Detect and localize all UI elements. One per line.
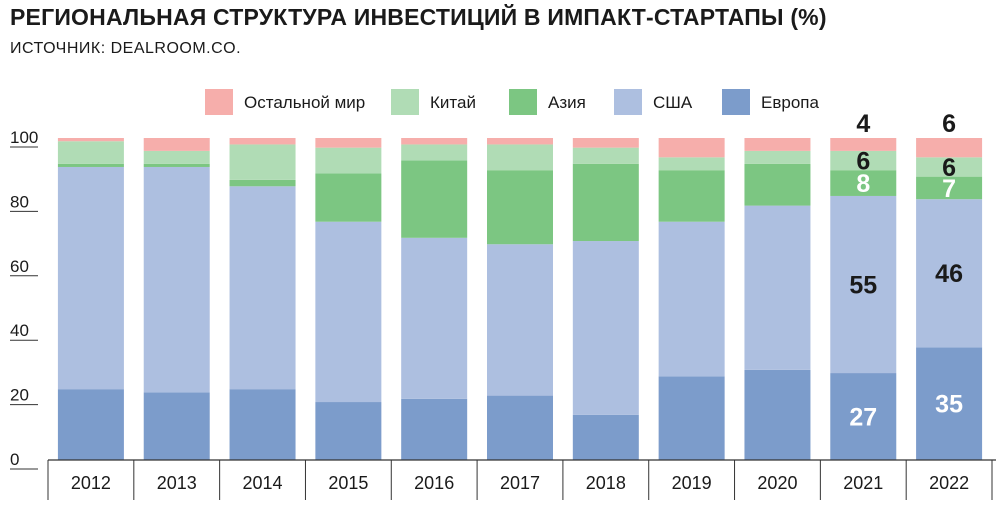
bar-europe-2017 [487,395,553,460]
x-tick-label: 2022 [929,473,969,493]
x-tick-label: 2012 [71,473,111,493]
bar-asia-2016 [401,160,468,238]
legend-swatch-europe [722,89,750,115]
bar-china-2021 [830,150,897,171]
bar-china-2022 [916,157,983,177]
data-label-usa-2022: 46 [935,260,963,288]
bar-europe-2015 [315,402,382,460]
bar-usa-2017 [487,244,553,396]
bar-asia-2017 [487,170,553,245]
bar-rest-of-world-2019 [658,138,725,158]
data-label-rest-of-world-2021: 4 [856,110,870,138]
bar-europe-2019 [658,376,725,460]
legend-label-rest-of-world: Остальной мир [244,93,365,112]
x-tick-label: 2021 [843,473,883,493]
bar-rest-of-world-2012 [57,138,124,142]
data-label-usa-2021: 55 [849,272,877,300]
data-label-asia-2022: 7 [942,175,956,203]
x-tick-label: 2018 [586,473,626,493]
bar-europe-2012 [57,389,124,460]
bar-europe-2013 [143,392,210,460]
bar-asia-2022 [916,176,983,200]
bar-usa-2016 [401,237,468,399]
x-tick-label: 2015 [328,473,368,493]
bar-china-2014 [229,144,296,180]
bar-china-2015 [315,147,382,174]
bar-usa-2013 [143,166,210,393]
data-label-china-2021: 6 [856,148,870,176]
bar-asia-2015 [315,173,382,222]
bar-usa-2020 [744,205,811,370]
data-label-china-2022: 6 [942,154,956,182]
bar-rest-of-world-2022 [916,138,983,158]
bar-europe-2018 [572,414,639,460]
bar-usa-2012 [57,166,124,390]
legend-swatch-asia [509,89,537,115]
legend-swatch-china [391,89,419,115]
bar-asia-2019 [658,170,725,222]
bar-china-2020 [744,150,811,164]
data-label-europe-2021: 27 [849,404,877,432]
chart-title: РЕГИОНАЛЬНАЯ СТРУКТУРА ИНВЕСТИЦИЙ В ИМПА… [10,4,827,30]
bar-rest-of-world-2021 [830,138,897,151]
legend-label-usa: США [653,93,693,112]
bar-asia-2012 [57,163,124,167]
legend-swatch-rest-of-world [205,89,233,115]
bar-china-2016 [401,144,468,161]
x-tick-label: 2017 [500,473,540,493]
x-tick-label: 2014 [243,473,283,493]
bar-rest-of-world-2020 [744,138,811,151]
y-tick-label: 20 [10,386,29,405]
bar-rest-of-world-2014 [229,138,296,145]
bar-asia-2014 [229,179,296,187]
bar-europe-2020 [744,369,811,460]
bar-europe-2016 [401,398,468,460]
x-tick-label: 2019 [672,473,712,493]
bar-usa-2019 [658,221,725,377]
bar-europe-2014 [229,389,296,460]
bar-china-2017 [487,144,553,171]
bar-rest-of-world-2017 [487,138,553,145]
bar-asia-2021 [830,170,897,196]
chart-source: ИСТОЧНИК: DEALROOM.CO. [10,40,242,57]
bar-china-2018 [572,147,639,164]
data-label-rest-of-world-2022: 6 [942,110,956,138]
bar-rest-of-world-2013 [143,138,210,151]
bar-rest-of-world-2018 [572,138,639,148]
bar-europe-2021 [830,373,897,460]
bar-china-2019 [658,157,725,171]
x-tick-label: 2013 [157,473,197,493]
data-label-asia-2021: 8 [856,170,870,198]
data-label-europe-2022: 35 [935,391,963,419]
x-tick-label: 2016 [414,473,454,493]
bar-china-2013 [143,150,210,164]
bar-usa-2014 [229,186,296,390]
bar-china-2012 [57,141,124,164]
bar-rest-of-world-2016 [401,138,468,145]
bar-usa-2021 [830,195,897,374]
legend-label-asia: Азия [548,93,586,112]
y-tick-label: 80 [10,192,29,211]
legend-label-china: Китай [430,93,476,112]
bar-asia-2020 [744,163,811,206]
bar-usa-2022 [916,199,983,348]
y-tick-label: 0 [10,450,19,469]
bar-usa-2018 [572,241,639,415]
legend-label-europe: Европа [761,93,819,112]
y-tick-label: 40 [10,321,29,340]
x-tick-label: 2020 [757,473,797,493]
legend-swatch-usa [614,89,642,115]
y-tick-label: 100 [10,128,38,147]
bar-asia-2018 [572,163,639,242]
bar-rest-of-world-2015 [315,138,382,148]
bar-europe-2022 [916,347,983,460]
y-tick-label: 60 [10,257,29,276]
bar-usa-2015 [315,221,382,403]
bar-asia-2013 [143,163,210,167]
